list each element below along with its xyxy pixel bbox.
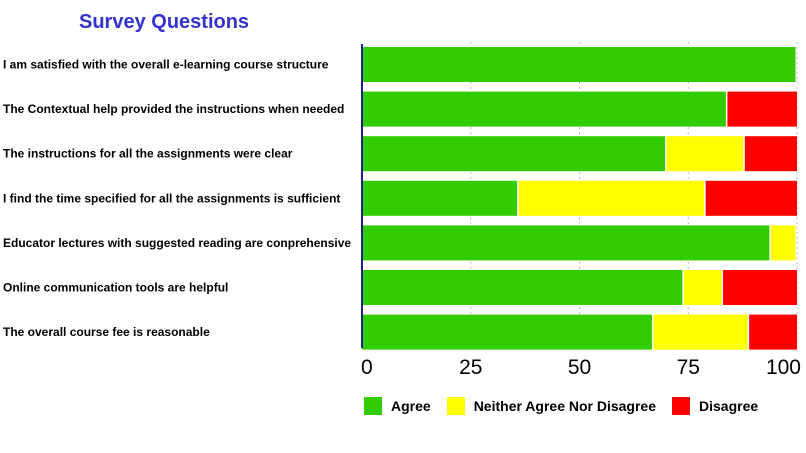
legend-label-agree: Agree bbox=[391, 398, 431, 414]
bar-segment bbox=[723, 270, 797, 305]
category-label: I am satisfied with the overall e-learni… bbox=[3, 58, 329, 72]
x-tick-label: 25 bbox=[459, 356, 482, 379]
legend-item-disagree: Disagree bbox=[672, 397, 758, 415]
bar-segment bbox=[683, 270, 722, 305]
legend-label-disagree: Disagree bbox=[699, 398, 759, 414]
bar-segment bbox=[362, 47, 796, 82]
bar-segment bbox=[362, 91, 726, 127]
bar-segment bbox=[770, 225, 796, 261]
bar-segment bbox=[362, 270, 683, 305]
category-label: Educator lectures with suggested reading… bbox=[3, 236, 351, 250]
bar-segment bbox=[362, 136, 665, 172]
x-tick-label: 100 bbox=[766, 356, 801, 379]
bar-segment bbox=[362, 180, 518, 216]
x-tick-label: 75 bbox=[677, 356, 700, 379]
bar-segment bbox=[518, 180, 705, 216]
category-label: The instructions for all the assignments… bbox=[3, 147, 293, 161]
legend-item-agree: Agree bbox=[364, 397, 431, 415]
bar-segment bbox=[362, 314, 652, 350]
category-label: The Contextual help provided the instruc… bbox=[3, 102, 344, 116]
bar-segment bbox=[653, 314, 748, 350]
x-tick-labels: 0 25 50 75 100 bbox=[361, 356, 801, 379]
bar-segment bbox=[744, 136, 797, 172]
legend-swatch-neutral bbox=[446, 397, 465, 415]
category-labels: I am satisfied with the overall e-learni… bbox=[3, 58, 351, 340]
bars bbox=[362, 47, 797, 350]
legend-swatch-disagree bbox=[672, 397, 691, 415]
legend-item-neutral: Neither Agree Nor Disagree bbox=[446, 397, 657, 415]
bar-segment bbox=[727, 91, 797, 127]
legend: Agree Neither Agree Nor Disagree Disagre… bbox=[364, 397, 758, 415]
chart-title: Survey Questions bbox=[79, 11, 250, 33]
legend-swatch-agree bbox=[364, 397, 382, 415]
category-label: I find the time specified for all the as… bbox=[3, 191, 340, 205]
bar-segment bbox=[666, 136, 744, 172]
bar-segment bbox=[362, 225, 770, 261]
category-label: Online communication tools are helpful bbox=[3, 281, 228, 295]
x-tick-label: 0 bbox=[361, 356, 373, 379]
bar-segment bbox=[705, 180, 797, 216]
bar-segment bbox=[749, 314, 797, 350]
category-label: The overall course fee is reasonable bbox=[3, 325, 210, 339]
legend-label-neutral: Neither Agree Nor Disagree bbox=[473, 398, 657, 414]
x-tick-label: 50 bbox=[568, 356, 591, 379]
